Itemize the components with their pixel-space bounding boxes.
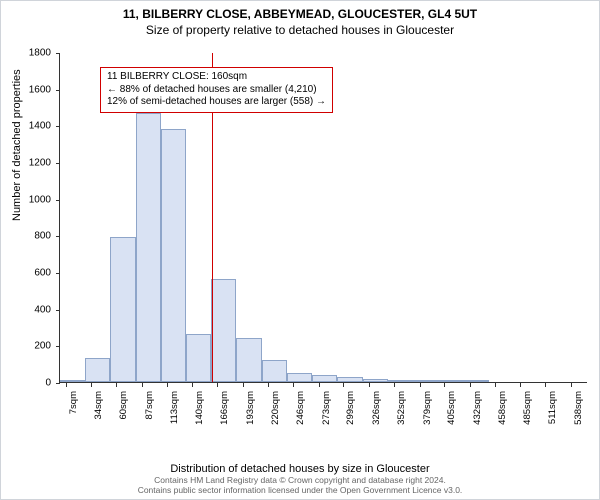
- histogram-bar: [186, 334, 211, 382]
- y-tick-label: 1800: [29, 48, 51, 59]
- annotation-line: 11 BILBERRY CLOSE: 160sqm: [107, 71, 326, 84]
- y-tick-label: 600: [34, 268, 51, 279]
- y-tick-label: 1600: [29, 84, 51, 95]
- histogram-bar: [287, 373, 312, 382]
- histogram-bar: [110, 237, 135, 382]
- y-tick-label: 800: [34, 231, 51, 242]
- y-tick-label: 1400: [29, 121, 51, 132]
- x-tick-mark: [470, 383, 471, 387]
- x-tick-label: 432sqm: [472, 391, 483, 431]
- x-tick-label: 246sqm: [295, 391, 306, 431]
- x-tick-mark: [319, 383, 320, 387]
- histogram-bar: [262, 360, 287, 382]
- x-tick-mark: [343, 383, 344, 387]
- y-tick-mark: [56, 310, 60, 311]
- y-tick-label: 1200: [29, 158, 51, 169]
- x-tick-label: 379sqm: [422, 391, 433, 431]
- y-tick-label: 0: [45, 378, 51, 389]
- property-marker-annotation: 11 BILBERRY CLOSE: 160sqm← 88% of detach…: [100, 67, 333, 113]
- x-tick-label: 193sqm: [245, 391, 256, 431]
- y-tick-mark: [56, 200, 60, 201]
- x-tick-mark: [571, 383, 572, 387]
- x-tick-label: 140sqm: [194, 391, 205, 431]
- x-tick-label: 273sqm: [321, 391, 332, 431]
- chart-title: 11, BILBERRY CLOSE, ABBEYMEAD, GLOUCESTE…: [1, 7, 599, 21]
- x-tick-label: 299sqm: [345, 391, 356, 431]
- chart-subtitle: Size of property relative to detached ho…: [1, 23, 599, 37]
- x-tick-label: 60sqm: [118, 391, 129, 431]
- x-tick-label: 113sqm: [169, 391, 180, 431]
- x-tick-label: 511sqm: [547, 391, 558, 431]
- histogram-bar: [363, 379, 388, 382]
- x-tick-label: 485sqm: [522, 391, 533, 431]
- x-tick-mark: [369, 383, 370, 387]
- x-tick-mark: [217, 383, 218, 387]
- histogram-bar: [236, 338, 261, 382]
- footer-line: Contains public sector information licen…: [1, 485, 599, 496]
- x-tick-mark: [66, 383, 67, 387]
- y-tick-label: 400: [34, 304, 51, 315]
- histogram-bar: [413, 380, 438, 382]
- x-tick-label: 326sqm: [371, 391, 382, 431]
- x-tick-mark: [192, 383, 193, 387]
- annotation-line: ← 88% of detached houses are smaller (4,…: [107, 84, 326, 97]
- histogram-bar: [136, 113, 161, 383]
- x-tick-label: 458sqm: [497, 391, 508, 431]
- y-tick-mark: [56, 90, 60, 91]
- x-tick-mark: [420, 383, 421, 387]
- y-tick-mark: [56, 126, 60, 127]
- footer-line: Contains HM Land Registry data © Crown c…: [1, 475, 599, 486]
- x-axis-label: Distribution of detached houses by size …: [1, 463, 599, 475]
- x-tick-label: 87sqm: [144, 391, 155, 431]
- x-tick-label: 34sqm: [93, 391, 104, 431]
- x-tick-mark: [495, 383, 496, 387]
- histogram-bar: [85, 358, 110, 382]
- x-tick-mark: [167, 383, 168, 387]
- y-tick-label: 200: [34, 341, 51, 352]
- histogram-bar: [388, 380, 413, 382]
- x-tick-label: 352sqm: [396, 391, 407, 431]
- histogram-bar: [463, 380, 488, 382]
- histogram-bar: [312, 375, 337, 382]
- x-tick-mark: [293, 383, 294, 387]
- histogram-bar: [438, 380, 463, 382]
- x-tick-label: 405sqm: [446, 391, 457, 431]
- y-tick-label: 1000: [29, 194, 51, 205]
- y-tick-mark: [56, 53, 60, 54]
- y-tick-mark: [56, 236, 60, 237]
- x-tick-mark: [142, 383, 143, 387]
- y-axis-label: Number of detached properties: [11, 69, 23, 221]
- histogram-bar: [161, 129, 186, 382]
- x-tick-mark: [91, 383, 92, 387]
- x-tick-mark: [444, 383, 445, 387]
- y-tick-mark: [56, 346, 60, 347]
- x-tick-mark: [116, 383, 117, 387]
- x-tick-mark: [545, 383, 546, 387]
- chart-area: 11 BILBERRY CLOSE: 160sqm← 88% of detach…: [59, 53, 587, 423]
- x-tick-label: 220sqm: [270, 391, 281, 431]
- plot-region: 11 BILBERRY CLOSE: 160sqm← 88% of detach…: [59, 53, 587, 383]
- y-tick-mark: [56, 163, 60, 164]
- x-tick-mark: [394, 383, 395, 387]
- annotation-line: 12% of semi-detached houses are larger (…: [107, 96, 326, 109]
- histogram-bar: [337, 377, 362, 382]
- x-tick-mark: [268, 383, 269, 387]
- title-block: 11, BILBERRY CLOSE, ABBEYMEAD, GLOUCESTE…: [1, 1, 599, 39]
- histogram-bar: [211, 279, 236, 382]
- x-tick-mark: [243, 383, 244, 387]
- x-tick-mark: [520, 383, 521, 387]
- attribution-footer: Contains HM Land Registry data © Crown c…: [1, 475, 599, 496]
- x-tick-label: 7sqm: [68, 391, 79, 431]
- x-tick-label: 166sqm: [219, 391, 230, 431]
- x-tick-label: 538sqm: [573, 391, 584, 431]
- histogram-bar: [60, 380, 85, 382]
- y-tick-mark: [56, 273, 60, 274]
